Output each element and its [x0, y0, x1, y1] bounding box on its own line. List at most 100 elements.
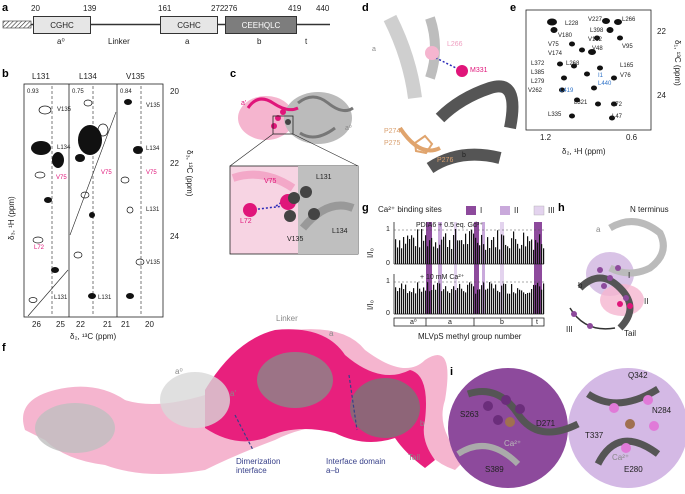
bar-bottom	[499, 292, 501, 314]
bar-bottom	[525, 293, 527, 314]
bar-bottom	[475, 293, 477, 314]
bar-bottom	[501, 285, 503, 314]
bar-top	[395, 239, 397, 264]
bar-top	[441, 239, 443, 264]
bar-bottom	[511, 284, 513, 314]
strip-title-l134: L134	[79, 72, 97, 81]
peak: L228	[565, 21, 579, 27]
peak-label: L131	[146, 207, 160, 213]
bar-top	[399, 240, 401, 264]
bar-top	[499, 249, 501, 264]
dimer-surface	[23, 329, 465, 474]
peak-label: V75	[101, 170, 112, 176]
bar-bottom	[399, 287, 401, 314]
label-l131: L131	[316, 174, 332, 181]
bar-bottom	[497, 290, 499, 314]
bar-top	[475, 237, 477, 264]
domain-num-272: 272	[211, 4, 225, 13]
bar-top	[533, 249, 535, 264]
bottom-condition: + 10 mM Ca²⁺	[420, 274, 465, 281]
ylabel-right: δ₃, ¹³C (ppm)	[185, 150, 194, 197]
bar-bottom	[465, 292, 467, 314]
bar-top	[421, 228, 423, 264]
legend-title: Ca²⁺ binding sites	[378, 205, 442, 214]
bar-bottom	[445, 286, 447, 314]
peak: L266	[622, 17, 636, 23]
bar-bottom	[491, 283, 493, 314]
label-p275: P275	[384, 140, 401, 147]
bar-chart	[393, 222, 545, 327]
bar-top	[437, 248, 439, 264]
bar-top	[523, 232, 525, 264]
domain-num-440: 440	[316, 4, 330, 13]
bar-top	[411, 235, 413, 264]
peak: L72	[612, 102, 623, 108]
bar-bottom	[521, 290, 523, 314]
domain-label-a0: a⁰	[57, 37, 65, 46]
bar-bottom	[519, 289, 521, 314]
label-a-prime: a'	[241, 100, 247, 107]
corr-l134: 0.75	[72, 89, 84, 95]
bar-bottom	[541, 289, 543, 314]
label-a: a	[596, 225, 601, 234]
bar-bottom	[449, 292, 451, 314]
legend-swatches	[466, 205, 545, 216]
xtick: 0.6	[626, 133, 638, 142]
peak: V174	[548, 51, 563, 57]
domain-label-a: a	[185, 37, 190, 46]
domain-a: a	[448, 319, 452, 326]
peak-label: V75	[146, 170, 157, 176]
legend-item-ii: II	[514, 206, 519, 215]
bar-bottom	[517, 288, 519, 314]
xtick: 21	[121, 320, 130, 329]
peak: L47	[612, 114, 623, 120]
bar-bottom	[473, 286, 475, 314]
domain-box-a: CGHC	[160, 16, 218, 34]
bar-bottom	[409, 291, 411, 314]
bar-bottom	[477, 289, 479, 314]
xtick: 1.2	[540, 133, 552, 142]
ytick: 24	[657, 91, 666, 100]
peak: V76	[620, 73, 631, 79]
peak: L165	[620, 63, 634, 69]
label-site-ii: II	[644, 297, 649, 306]
bar-bottom	[403, 289, 405, 314]
bar-bottom	[447, 291, 449, 314]
domain-num-161: 161	[158, 4, 172, 13]
label-t337: T337	[585, 431, 604, 440]
label-a: a	[372, 46, 376, 53]
ylabel: δ₁, ¹³C (ppm)	[673, 40, 682, 86]
bar-bottom	[425, 290, 427, 314]
panel-label-h: h	[558, 202, 565, 214]
label-e280: E280	[624, 465, 643, 474]
bar-top	[487, 237, 489, 264]
label-a0: a⁰	[175, 367, 183, 376]
bar-bottom	[509, 293, 511, 314]
bar-bottom	[533, 284, 535, 314]
label-ca-right: Ca²⁺	[612, 453, 630, 462]
ytick: 0	[386, 310, 390, 317]
domain-box-a0: CGHC	[33, 16, 91, 34]
ytick: 0	[386, 260, 390, 267]
bar-bottom	[395, 287, 397, 314]
label-m331: M331	[470, 67, 488, 74]
label-p274: P274	[384, 128, 401, 135]
panel-label-i: i	[450, 366, 454, 378]
ytick: 1	[386, 226, 390, 233]
peak-label: L134	[146, 146, 160, 152]
bar-top	[485, 249, 487, 264]
bar-top	[529, 241, 531, 264]
bar-top	[425, 235, 427, 264]
label-dimerization-interface: Dimerization interface	[236, 457, 281, 475]
bar-bottom	[413, 288, 415, 314]
xlabel: MLVpS methyl group number	[418, 332, 522, 341]
corr-v135: 0.84	[120, 89, 132, 95]
label-b: b	[462, 152, 466, 159]
bar-top	[417, 229, 419, 264]
xtick: 25	[56, 320, 65, 329]
label-ca-left: Ca²⁺	[504, 439, 522, 448]
domain-num-419: 419	[288, 4, 302, 13]
bar-top	[521, 244, 523, 264]
panel-label-c: c	[230, 68, 237, 80]
peak-label: V135	[146, 103, 161, 109]
